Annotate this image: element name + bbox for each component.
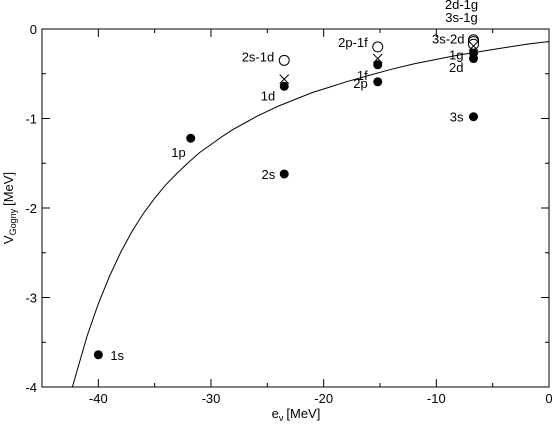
extra-label: 2d-1g — [445, 0, 478, 12]
point-label: 1d — [261, 88, 275, 103]
open-point — [278, 54, 290, 66]
cross-point — [372, 53, 383, 64]
filled-point — [93, 350, 103, 360]
x-tick-label: 0 — [545, 391, 552, 406]
x-tick-labels: -40 -30 -20 -10 0 — [89, 391, 553, 406]
y-axis-label: VGogny [MeV] — [1, 172, 18, 244]
point-label: 2s-1d — [242, 49, 275, 64]
data-points — [93, 34, 480, 360]
y-tick-label: -4 — [25, 380, 37, 395]
filled-point — [469, 112, 479, 122]
point-label: 2s — [261, 167, 275, 182]
point-label: 3s — [450, 110, 464, 125]
open-point — [468, 38, 480, 50]
y-axis-label-unit: [MeV] — [1, 172, 16, 206]
tick-marks — [41, 28, 550, 388]
plot-frame — [41, 28, 550, 388]
filled-point — [186, 133, 196, 143]
point-label: 2p — [353, 76, 367, 91]
x-tick-label: -30 — [202, 391, 221, 406]
y-axis-label-sub: Gogny — [8, 208, 18, 235]
filled-point — [469, 48, 479, 58]
point-label: 3s-2d — [432, 32, 465, 47]
x-axis-label: eν [MeV] — [272, 406, 321, 423]
fit-curve-line — [71, 41, 550, 388]
point-label: 1g — [449, 48, 463, 63]
x-tick-label: -10 — [427, 391, 446, 406]
cross-point — [279, 74, 290, 84]
filled-point — [279, 169, 289, 179]
extra-label: 3s-1g — [445, 10, 478, 25]
y-axis-label-main: V — [1, 235, 16, 244]
fit-curve — [71, 41, 550, 388]
point-label: 1p — [171, 145, 185, 160]
x-tick-label: -20 — [314, 391, 333, 406]
y-tick-label: 0 — [30, 22, 37, 37]
point-label: 2p-1f — [338, 35, 368, 50]
filled-point — [373, 77, 383, 87]
point-label: 1f — [357, 68, 368, 83]
filled-point — [373, 60, 383, 70]
cross-stroke — [279, 74, 290, 84]
x-axis-label-sub: ν — [279, 413, 284, 423]
cross-point — [468, 41, 479, 51]
x-axis-label-main: e — [272, 406, 279, 421]
y-tick-labels: -4 -3 -2 -1 0 — [25, 22, 37, 395]
y-tick-label: -2 — [25, 201, 37, 216]
point-label: 2d — [449, 60, 463, 75]
filled-point — [279, 81, 289, 91]
x-axis-label-unit: [MeV] — [286, 406, 320, 421]
cross-stroke — [372, 53, 383, 64]
cross-stroke — [468, 41, 479, 51]
y-tick-label: -1 — [25, 112, 37, 127]
open-point — [372, 41, 384, 53]
y-tick-label: -3 — [25, 291, 37, 306]
x-tick-label: -40 — [89, 391, 108, 406]
point-label: 1s — [110, 348, 124, 363]
